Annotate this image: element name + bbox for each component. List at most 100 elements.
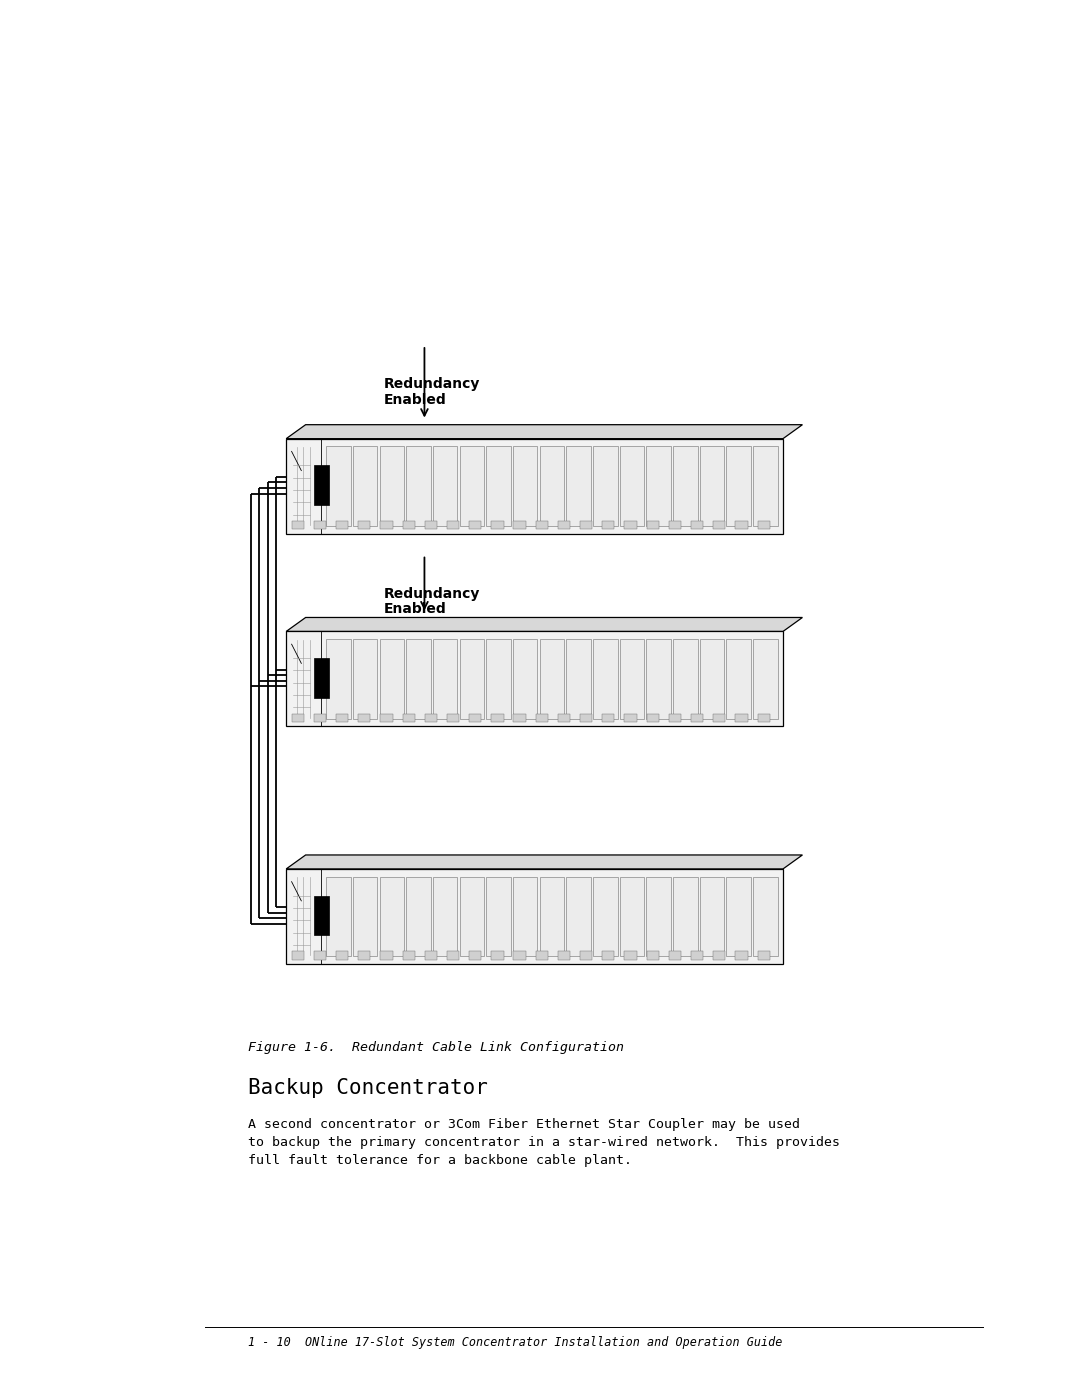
- Bar: [580, 951, 592, 960]
- Bar: [735, 714, 747, 722]
- Polygon shape: [286, 425, 802, 439]
- Bar: [486, 876, 511, 957]
- Bar: [757, 521, 770, 529]
- Bar: [603, 951, 615, 960]
- Bar: [647, 521, 659, 529]
- Bar: [603, 714, 615, 722]
- Bar: [314, 951, 326, 960]
- Bar: [673, 876, 698, 957]
- Bar: [513, 521, 526, 529]
- Bar: [603, 521, 615, 529]
- Bar: [379, 876, 404, 957]
- Bar: [491, 951, 503, 960]
- Bar: [593, 876, 618, 957]
- Bar: [673, 638, 698, 719]
- Bar: [735, 951, 747, 960]
- Bar: [460, 638, 484, 719]
- Bar: [403, 714, 415, 722]
- Bar: [669, 714, 681, 722]
- Bar: [433, 446, 458, 527]
- Bar: [753, 446, 778, 527]
- Bar: [336, 521, 348, 529]
- Text: 1 - 10  ONline 17-Slot System Concentrator Installation and Operation Guide: 1 - 10 ONline 17-Slot System Concentrato…: [248, 1336, 783, 1348]
- Bar: [669, 951, 681, 960]
- Bar: [336, 951, 348, 960]
- Bar: [727, 446, 751, 527]
- Bar: [558, 714, 570, 722]
- Bar: [735, 521, 747, 529]
- Bar: [624, 951, 636, 960]
- Bar: [669, 521, 681, 529]
- Bar: [314, 895, 329, 936]
- Bar: [424, 521, 437, 529]
- Bar: [713, 714, 726, 722]
- Bar: [691, 951, 703, 960]
- Bar: [326, 638, 351, 719]
- Bar: [558, 521, 570, 529]
- Bar: [406, 446, 431, 527]
- Bar: [433, 638, 458, 719]
- Bar: [624, 714, 636, 722]
- Bar: [691, 521, 703, 529]
- Bar: [753, 638, 778, 719]
- Bar: [326, 876, 351, 957]
- Bar: [727, 876, 751, 957]
- Bar: [326, 446, 351, 527]
- Text: Redundancy
Enabled: Redundancy Enabled: [383, 587, 480, 616]
- Bar: [314, 465, 329, 506]
- Bar: [580, 521, 592, 529]
- Bar: [713, 951, 726, 960]
- Bar: [540, 446, 564, 527]
- Bar: [491, 521, 503, 529]
- Bar: [593, 638, 618, 719]
- Bar: [491, 714, 503, 722]
- Bar: [380, 521, 392, 529]
- Bar: [359, 521, 370, 529]
- Bar: [753, 876, 778, 957]
- Bar: [403, 951, 415, 960]
- Bar: [566, 638, 591, 719]
- Bar: [566, 876, 591, 957]
- Bar: [292, 951, 303, 960]
- Bar: [314, 714, 326, 722]
- Bar: [536, 521, 548, 529]
- Bar: [292, 521, 303, 529]
- Bar: [433, 876, 458, 957]
- Bar: [580, 714, 592, 722]
- Bar: [713, 521, 726, 529]
- Bar: [353, 446, 377, 527]
- Bar: [646, 876, 671, 957]
- Bar: [314, 658, 329, 698]
- Bar: [353, 638, 377, 719]
- Bar: [540, 876, 564, 957]
- Bar: [286, 631, 783, 726]
- Bar: [700, 446, 725, 527]
- Bar: [673, 446, 698, 527]
- Bar: [620, 446, 644, 527]
- Bar: [647, 951, 659, 960]
- Bar: [536, 714, 548, 722]
- Bar: [469, 951, 482, 960]
- Bar: [540, 638, 564, 719]
- Bar: [424, 714, 437, 722]
- Bar: [646, 638, 671, 719]
- Bar: [359, 714, 370, 722]
- Bar: [646, 446, 671, 527]
- Bar: [379, 446, 404, 527]
- Text: A second concentrator or 3Com Fiber Ethernet Star Coupler may be used
to backup : A second concentrator or 3Com Fiber Ethe…: [248, 1118, 840, 1166]
- Bar: [691, 714, 703, 722]
- Bar: [460, 876, 484, 957]
- Bar: [460, 446, 484, 527]
- Bar: [513, 446, 538, 527]
- Bar: [380, 714, 392, 722]
- Bar: [647, 714, 659, 722]
- Bar: [379, 638, 404, 719]
- Bar: [469, 521, 482, 529]
- Bar: [700, 876, 725, 957]
- Bar: [447, 521, 459, 529]
- Bar: [620, 638, 644, 719]
- Bar: [286, 439, 783, 534]
- Text: Backup Concentrator: Backup Concentrator: [248, 1078, 488, 1098]
- Bar: [424, 951, 437, 960]
- Bar: [406, 638, 431, 719]
